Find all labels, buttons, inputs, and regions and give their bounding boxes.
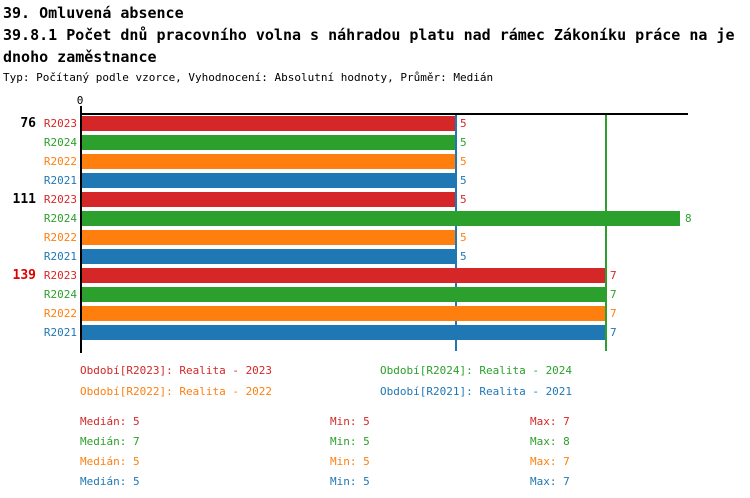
bar-value-label: 7 bbox=[610, 288, 617, 301]
bar-row: R2022 5 bbox=[0, 154, 692, 169]
bar-group-139: 139 R2023 7 R2024 7 R2022 7 R2021 7 bbox=[0, 268, 692, 340]
bar-value-label: 5 bbox=[460, 155, 467, 168]
report-subtitle-line-1: 39.8.1 Počet dnů pracovního volna s náhr… bbox=[3, 26, 735, 44]
bar-R2022-111 bbox=[82, 230, 455, 245]
group-label: 139 bbox=[12, 268, 36, 283]
stats: Medián: 5 Min: 5 Max: 7 Medián: 7 Min: 5 Max:… bbox=[80, 415, 570, 488]
x-axis-zero-label: 0 bbox=[76, 94, 84, 107]
bar-value-label: 5 bbox=[460, 231, 467, 244]
stat-median: Medián: 5 bbox=[80, 475, 140, 488]
bar-row: R2023 5 bbox=[0, 116, 692, 131]
bar-group-111: 111 R2023 5 R2024 8 R2022 5 R2021 5 bbox=[0, 192, 692, 264]
stat-median: Medián: 5 bbox=[80, 455, 140, 468]
bar-value-label: 5 bbox=[460, 174, 467, 187]
series-label: R2021 bbox=[43, 174, 77, 187]
group-label: 76 bbox=[20, 116, 36, 131]
stat-min: Min: 5 bbox=[330, 435, 370, 448]
bar-row: R2024 5 bbox=[0, 135, 692, 150]
stats-row-R2021: Medián: 5 Min: 5 Max: 7 bbox=[80, 475, 570, 488]
bar-R2024-111 bbox=[82, 211, 680, 226]
stat-max: Max: 7 bbox=[530, 475, 570, 488]
median-reference-line bbox=[605, 113, 607, 351]
bar-R2021-111 bbox=[82, 249, 455, 264]
bar-row: R2021 5 bbox=[0, 173, 692, 188]
bar-value-label: 5 bbox=[460, 250, 467, 263]
bar-value-label: 8 bbox=[685, 212, 692, 225]
stats-row-R2023: Medián: 5 Min: 5 Max: 7 bbox=[80, 415, 570, 428]
bar-value-label: 7 bbox=[610, 269, 617, 282]
bar-value-label: 5 bbox=[460, 136, 467, 149]
bar-row: R2022 5 bbox=[0, 230, 692, 245]
legend-item-R2023: Období[R2023]: Realita - 2023 bbox=[80, 364, 273, 377]
series-label: R2024 bbox=[43, 136, 77, 149]
stat-min: Min: 5 bbox=[330, 415, 370, 428]
stat-max: Max: 8 bbox=[530, 435, 570, 448]
report-header: 39. Omluvená absence 39.8.1 Počet dnů pr… bbox=[3, 2, 735, 84]
bar-R2023-76 bbox=[82, 116, 455, 131]
series-label: R2023 bbox=[43, 117, 77, 130]
legend-item-R2024: Období[R2024]: Realita - 2024 bbox=[380, 364, 573, 377]
series-label: R2022 bbox=[43, 231, 77, 244]
bar-row: R2021 7 bbox=[0, 325, 692, 340]
stat-min: Min: 5 bbox=[330, 475, 370, 488]
bar-row: R2022 7 bbox=[0, 306, 692, 321]
bar-row: R2021 5 bbox=[0, 249, 692, 264]
bar-row: R2023 7 bbox=[0, 268, 692, 283]
legend-item-R2022: Období[R2022]: Realita - 2022 bbox=[80, 385, 273, 398]
bar-group-76: 76 R2023 5 R2024 5 R2022 5 R2021 5 bbox=[0, 116, 692, 188]
series-label: R2023 bbox=[43, 269, 77, 282]
bar-row: R2024 7 bbox=[0, 287, 692, 302]
series-label: R2022 bbox=[43, 155, 77, 168]
bar-value-label: 7 bbox=[610, 307, 617, 320]
series-label: R2024 bbox=[43, 288, 77, 301]
bar-R2021-139 bbox=[82, 325, 605, 340]
bar-value-label: 5 bbox=[460, 193, 467, 206]
legend-item-R2021: Období[R2021]: Realita - 2021 bbox=[380, 385, 573, 398]
report-meta: Typ: Počítaný podle vzorce, Vyhodnocení:… bbox=[3, 71, 494, 84]
group-label: 111 bbox=[12, 192, 36, 207]
stat-median: Medián: 7 bbox=[80, 435, 140, 448]
stat-min: Min: 5 bbox=[330, 455, 370, 468]
bars-layer: 76 R2023 5 R2024 5 R2022 5 R2021 5 111 R2023 5 R2024… bbox=[0, 116, 692, 344]
median-reference-line bbox=[455, 113, 457, 351]
bar-row: R2024 8 bbox=[0, 211, 692, 226]
bar-R2022-76 bbox=[82, 154, 455, 169]
series-label: R2023 bbox=[43, 193, 77, 206]
y-axis-line bbox=[80, 113, 82, 353]
bar-R2023-139 bbox=[82, 268, 605, 283]
bar-row: R2023 5 bbox=[0, 192, 692, 207]
series-label: R2021 bbox=[43, 326, 77, 339]
report-subtitle-line-2: dnoho zaměstnance bbox=[3, 48, 157, 66]
stats-row-R2022: Medián: 5 Min: 5 Max: 7 bbox=[80, 455, 570, 468]
x-axis-zero-tick bbox=[80, 106, 82, 115]
stats-row-R2024: Medián: 7 Min: 5 Max: 8 bbox=[80, 435, 570, 448]
stat-max: Max: 7 bbox=[530, 415, 570, 428]
stat-median: Medián: 5 bbox=[80, 415, 140, 428]
x-axis-line bbox=[80, 113, 688, 115]
bar-R2022-139 bbox=[82, 306, 605, 321]
report-title: 39. Omluvená absence bbox=[3, 4, 184, 22]
series-label: R2024 bbox=[43, 212, 77, 225]
bar-R2024-139 bbox=[82, 287, 605, 302]
series-label: R2022 bbox=[43, 307, 77, 320]
legend: Období[R2023]: Realita - 2023 Období[R202… bbox=[80, 364, 572, 398]
bar-value-label: 5 bbox=[460, 117, 467, 130]
series-label: R2021 bbox=[43, 250, 77, 263]
bar-R2021-76 bbox=[82, 173, 455, 188]
bar-R2024-76 bbox=[82, 135, 455, 150]
stat-max: Max: 7 bbox=[530, 455, 570, 468]
bar-value-label: 7 bbox=[610, 326, 617, 339]
bar-R2023-111 bbox=[82, 192, 455, 207]
